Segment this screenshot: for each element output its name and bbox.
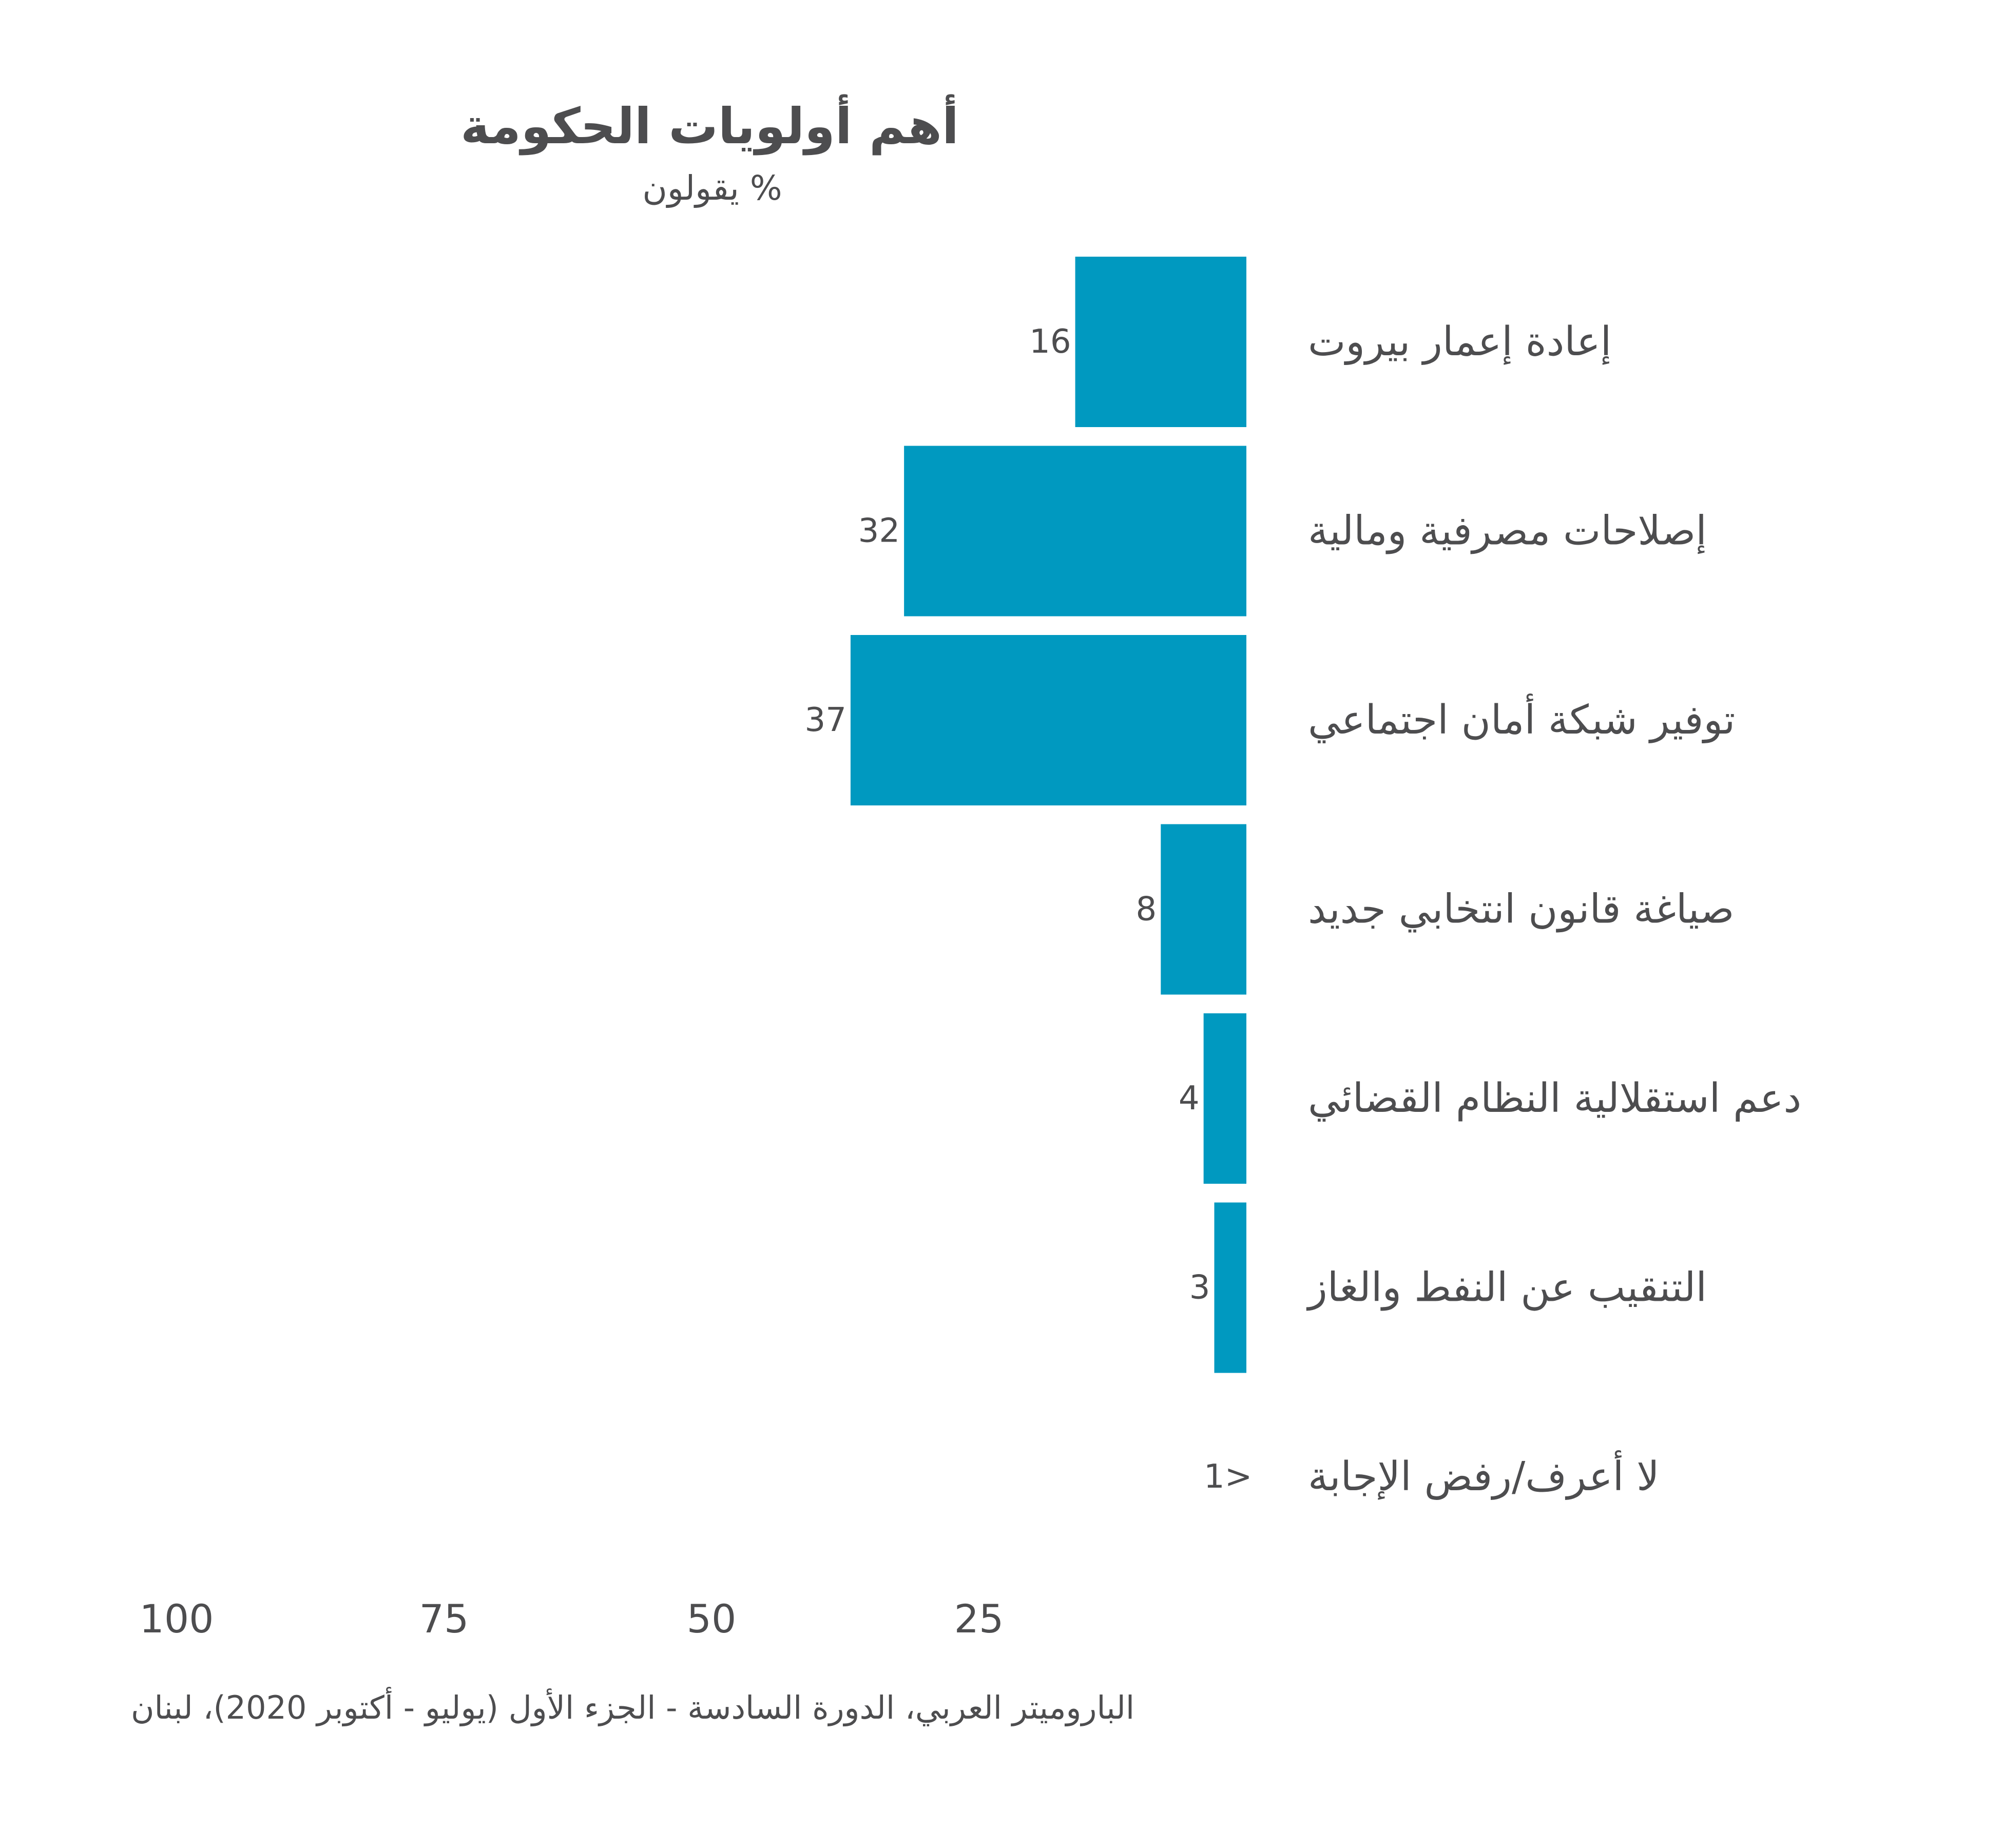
x-tick-label: 100 bbox=[139, 1596, 214, 1642]
source-note: الباروميتر العربي، الدورة السادسة - الجز… bbox=[131, 1689, 1135, 1726]
bar-value-label: 8 bbox=[1136, 891, 1157, 929]
bar bbox=[1161, 824, 1246, 995]
bar bbox=[1214, 1202, 1246, 1373]
category-label: لا أعرف/رفض الإجابة bbox=[1308, 1450, 1660, 1500]
bars-layer bbox=[850, 257, 1246, 1373]
category-label: صياغة قانون انتخابي جديد bbox=[1308, 887, 1734, 933]
x-axis-ticks: 100 75 50 25 bbox=[139, 1596, 1004, 1642]
bar-value-label: 37 bbox=[804, 701, 846, 739]
bar bbox=[1075, 257, 1246, 427]
category-labels-layer: إعادة إعمار بيروت إصلاحات مصرفية ومالية تو… bbox=[1306, 319, 1801, 1500]
bar-value-label: 16 bbox=[1029, 323, 1071, 361]
chart-title: أهم أولويات الحكومة bbox=[460, 98, 959, 155]
x-tick-label: 50 bbox=[687, 1596, 737, 1642]
chart-subtitle: % يقولون bbox=[642, 168, 782, 208]
x-tick-label: 75 bbox=[419, 1596, 469, 1642]
category-label: توفير شبكة أمان اجتماعي bbox=[1308, 694, 1735, 744]
bar-value-label: 1> bbox=[1204, 1458, 1252, 1496]
bar bbox=[850, 635, 1246, 805]
category-label: إصلاحات مصرفية ومالية bbox=[1308, 508, 1707, 555]
x-tick-label: 25 bbox=[954, 1596, 1004, 1642]
category-label: إعادة إعمار بيروت bbox=[1308, 319, 1611, 365]
bar bbox=[904, 446, 1246, 617]
bar bbox=[1203, 1013, 1246, 1184]
category-label: التنقيب عن النفط والغاز bbox=[1306, 1265, 1707, 1312]
bar-value-label: 3 bbox=[1189, 1269, 1210, 1307]
category-label: دعم استقلالية النظام القضائي bbox=[1308, 1075, 1801, 1122]
bar-value-label: 32 bbox=[858, 512, 900, 550]
bar-value-label: 4 bbox=[1179, 1080, 1200, 1118]
value-labels-layer: 16 32 37 8 4 3 1> bbox=[804, 323, 1252, 1496]
